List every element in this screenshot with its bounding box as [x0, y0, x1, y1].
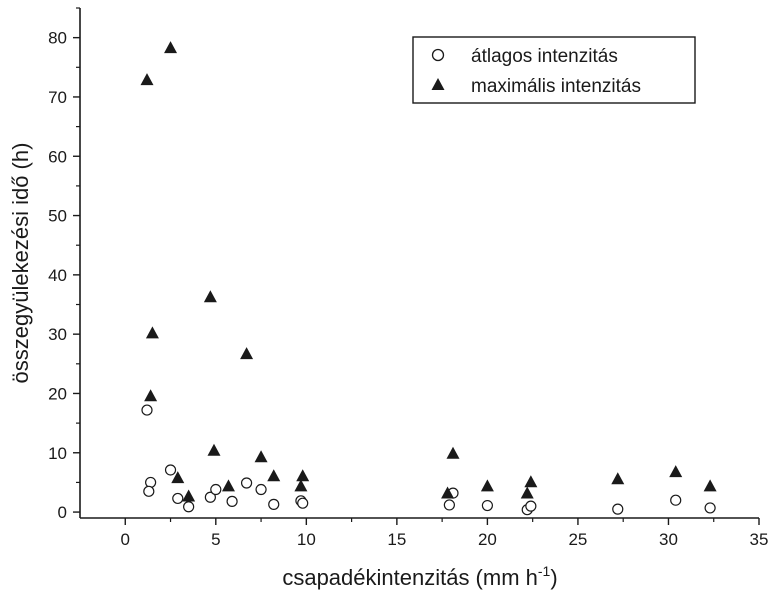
- y-tick-label: 10: [48, 444, 67, 463]
- data-point-maximum: [669, 465, 683, 478]
- data-point-average: [443, 499, 455, 511]
- data-point-maximum: [703, 479, 717, 492]
- data-point-average: [204, 491, 216, 503]
- data-point-average: [525, 500, 537, 512]
- x-tick-label: 25: [568, 530, 587, 549]
- data-point-average: [210, 483, 222, 496]
- data-marks: [140, 41, 717, 516]
- data-point-maximum: [221, 479, 235, 492]
- axis-ticks: 0 5 10 15 20 25 30 35 0 10 20 30 40 50 60 70 80: [48, 7, 769, 549]
- y-axis-title: összegyülekezési idő (h): [8, 143, 33, 384]
- data-point-average: [183, 501, 195, 513]
- data-point-maximum: [144, 389, 158, 402]
- legend-circle-marker: [431, 48, 445, 62]
- data-point-maximum: [296, 469, 310, 482]
- y-tick-label: 20: [48, 384, 67, 403]
- x-tick-label: 5: [211, 530, 220, 549]
- data-point-maximum: [203, 290, 217, 303]
- data-point-maximum: [164, 41, 178, 54]
- y-tick-label: 0: [58, 503, 67, 522]
- data-point-average: [612, 503, 624, 515]
- data-point-maximum: [520, 486, 534, 499]
- legend-box: [412, 36, 696, 104]
- data-point-maximum: [441, 486, 455, 499]
- x-tick-label: 35: [750, 530, 769, 549]
- data-point-maximum: [254, 450, 268, 463]
- y-tick-label: 40: [48, 266, 67, 285]
- y-tick-label: 60: [48, 147, 67, 166]
- x-tick-label: 10: [297, 530, 316, 549]
- data-point-maximum: [446, 446, 460, 459]
- x-tick-label: 30: [659, 530, 678, 549]
- data-point-maximum: [182, 489, 196, 502]
- data-point-maximum: [140, 73, 154, 86]
- data-point-average: [481, 499, 493, 512]
- data-point-average: [268, 498, 280, 510]
- data-point-maximum: [294, 479, 308, 492]
- legend: átlagos intenzitás maximális intenzitás: [412, 36, 696, 104]
- y-tick-label: 30: [48, 325, 67, 344]
- x-axis-title: csapadékintenzitás (mm h-1): [282, 563, 557, 590]
- data-point-maximum: [145, 326, 159, 339]
- data-point-maximum: [207, 443, 221, 456]
- legend-label-average: átlagos intenzitás: [471, 46, 618, 67]
- x-tick-label: 20: [478, 530, 497, 549]
- data-point-average: [670, 494, 682, 506]
- x-axis-title-close: ): [550, 565, 557, 590]
- data-point-average: [141, 404, 153, 416]
- x-tick-label: 0: [121, 530, 130, 549]
- x-tick-label: 15: [387, 530, 406, 549]
- data-point-maximum: [524, 475, 538, 488]
- x-axis-title-superscript: -1: [538, 563, 551, 579]
- data-point-average: [297, 497, 309, 509]
- y-tick-label: 80: [48, 29, 67, 48]
- x-axis-title-main: csapadékintenzitás (mm h: [282, 565, 538, 590]
- data-point-average: [172, 492, 184, 505]
- data-point-maximum: [480, 479, 494, 492]
- y-tick-label: 70: [48, 88, 67, 107]
- data-point-maximum: [267, 469, 281, 482]
- data-point-average: [164, 464, 177, 476]
- y-tick-label: 50: [48, 207, 67, 226]
- data-point-average: [704, 502, 716, 514]
- data-point-average: [143, 485, 155, 497]
- legend-triangle-marker: [431, 78, 445, 90]
- data-point-maximum: [240, 347, 254, 360]
- data-point-maximum: [611, 472, 625, 485]
- data-point-average: [226, 495, 238, 507]
- legend-label-maximum: maximális intenzitás: [471, 76, 641, 97]
- data-point-average: [145, 476, 157, 489]
- data-point-maximum: [171, 471, 185, 484]
- data-point-average: [240, 477, 253, 489]
- data-point-average: [255, 483, 267, 496]
